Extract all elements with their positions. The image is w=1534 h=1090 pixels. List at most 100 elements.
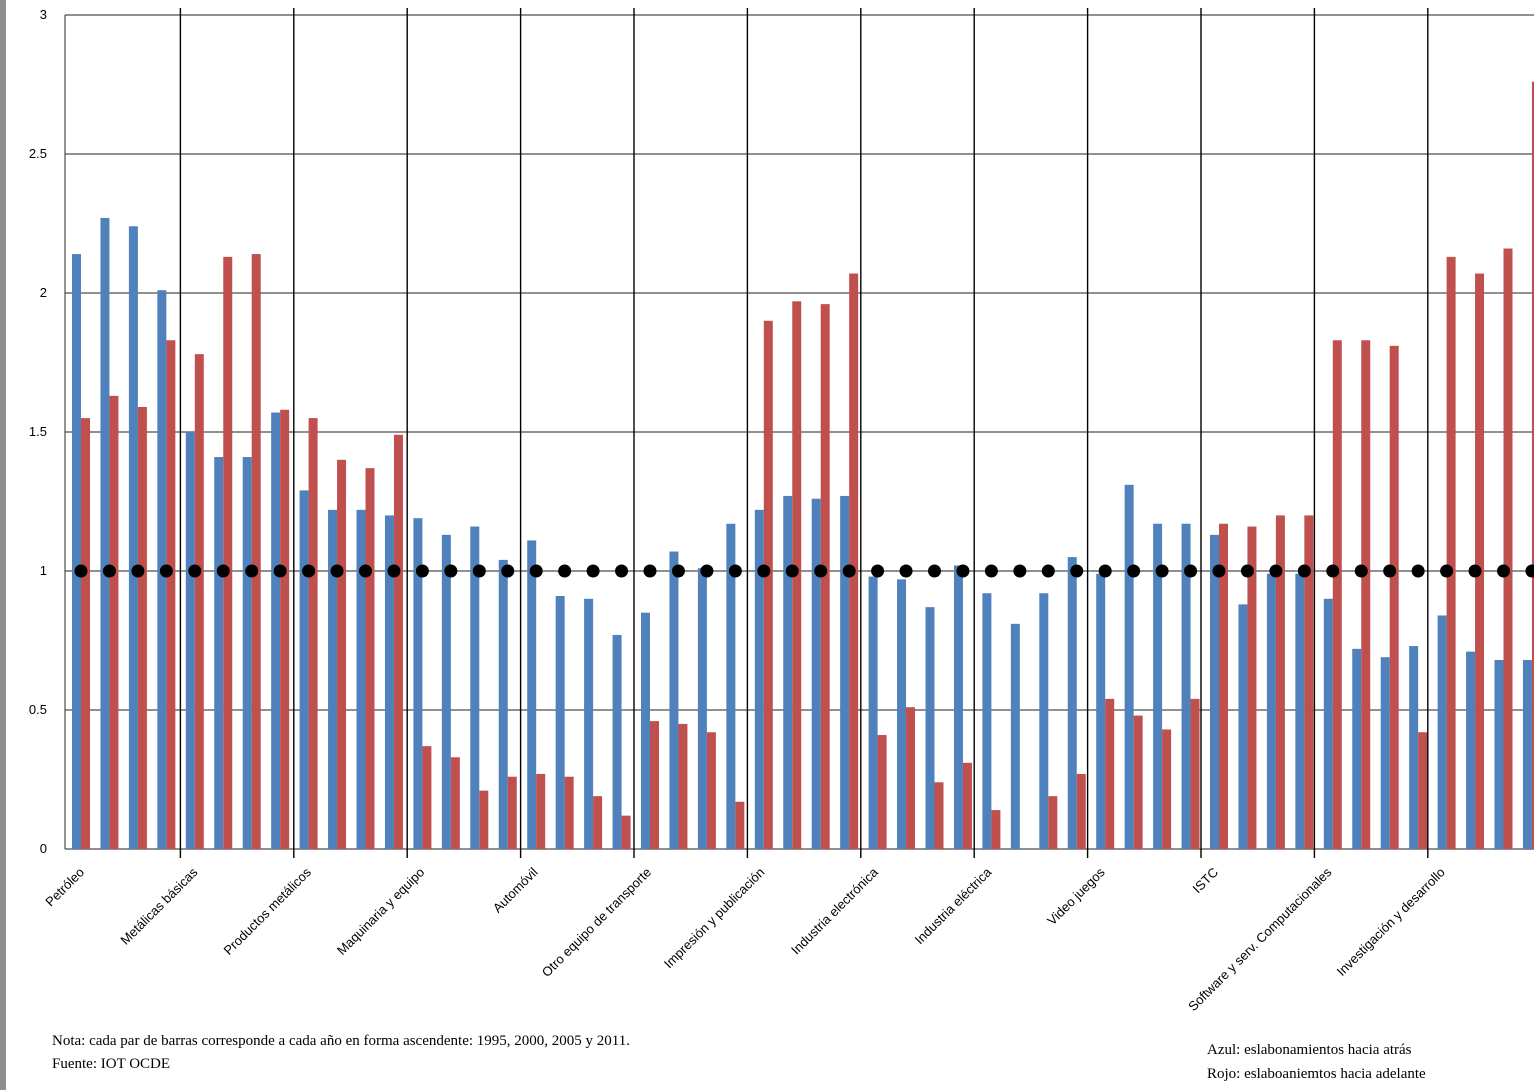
reference-dot [1155,564,1169,578]
bar-red [194,354,204,849]
bar-blue [1067,557,1077,849]
bar-blue [1238,604,1248,849]
note-line: Nota: cada par de barras corresponde a c… [52,1033,630,1049]
bar-red [1275,515,1285,849]
y-tick-label: 2.5 [29,146,47,161]
bar-red [906,707,916,849]
bar-blue [584,598,594,849]
bar-blue [1494,659,1504,849]
x-category-label: Investigación y desarrollo [1334,865,1448,979]
reference-dot [1269,564,1283,578]
category-dividers [179,8,1429,858]
bar-blue [441,534,451,849]
bar-blue [897,579,907,849]
bar-red [109,395,119,849]
bar-blue [1124,484,1134,849]
bar-red [450,757,460,849]
reference-dot [814,564,828,578]
reference-dot [216,564,230,578]
reference-dot [956,564,970,578]
bar-red [1418,732,1428,849]
bar-red [1446,256,1456,849]
source-line: Fuente: IOT OCDE [52,1056,171,1072]
reference-dot [700,564,714,578]
bar-blue [1039,593,1049,849]
reference-dot [501,564,515,578]
reference-dot [1013,564,1027,578]
bar-blue [811,498,821,849]
x-axis-labels: Petróleo Metálicas básicas Productos metál… [42,864,1448,1014]
reference-dot [785,564,799,578]
reference-dot [1326,564,1340,578]
reference-dot [671,564,685,578]
bar-blue [1352,648,1362,849]
bar-red [706,732,716,849]
bar-red [1105,698,1115,849]
bar-blue [185,432,195,849]
reference-dot [74,564,88,578]
bar-blue [242,457,252,849]
x-category-label: Video juegos [1044,864,1108,928]
bar-blue [1380,657,1390,849]
bar-blue [754,509,764,849]
y-tick-label: 1 [40,563,47,578]
bar-red [393,434,403,849]
bar-red [81,418,90,849]
bar-blue [1437,615,1447,849]
reference-dot [728,564,742,578]
reference-dot [1184,564,1198,578]
bar-blue [1266,573,1276,849]
bar-blue [840,495,850,849]
reference-dot [1240,564,1254,578]
reference-dot [558,564,572,578]
y-tick-label: 2 [40,285,47,300]
bar-blue [470,526,480,849]
bar-red [1332,340,1342,849]
bar-blue [1409,646,1419,849]
x-category-label: Industria electrónica [788,864,881,957]
bar-red [678,723,688,849]
reference-dot [1041,564,1055,578]
y-tick-label: 0 [40,841,47,856]
bar-red [280,409,290,849]
bar-blue [384,515,394,849]
bar-red [1361,340,1371,849]
bar-red [877,735,887,849]
legend-blue-label: Azul: eslabonamientos hacia atrás [1207,1042,1412,1058]
y-tick-label: 1.5 [29,424,47,439]
x-category-label: ISTC [1190,865,1222,897]
bar-blue [214,457,224,849]
reference-dot [330,564,344,578]
bar-red [1133,715,1143,849]
bar-red [1162,729,1172,849]
bar-blue [697,568,707,849]
reference-dot [1497,564,1510,578]
reference-dot [359,564,372,578]
bar-red [308,418,318,849]
reference-dot [1468,564,1482,578]
reference-dot [871,564,885,578]
reference-dot [273,564,287,578]
bar-blue [498,559,508,849]
x-category-label: Metálicas básicas [117,864,201,948]
x-category-label: Impresión y publicación [661,865,768,972]
bar-red [650,721,659,849]
x-category-label: Automóvil [490,864,541,915]
bar-blue [783,495,793,849]
bar-red [1190,698,1200,849]
bar-blue [868,576,878,849]
reference-dot [529,564,543,578]
reference-dot [302,564,316,578]
reference-dot [1070,564,1084,578]
bar-blue [1295,573,1305,849]
bar-blue [527,540,537,849]
bar-red [1531,81,1534,850]
reference-dot [1440,564,1454,578]
reference-dot [757,564,771,578]
bar-red [1389,345,1399,849]
bar-blue [925,607,935,849]
reference-dot [1411,564,1425,578]
bar-red [507,776,517,849]
y-tick-label: 0.5 [29,702,47,717]
